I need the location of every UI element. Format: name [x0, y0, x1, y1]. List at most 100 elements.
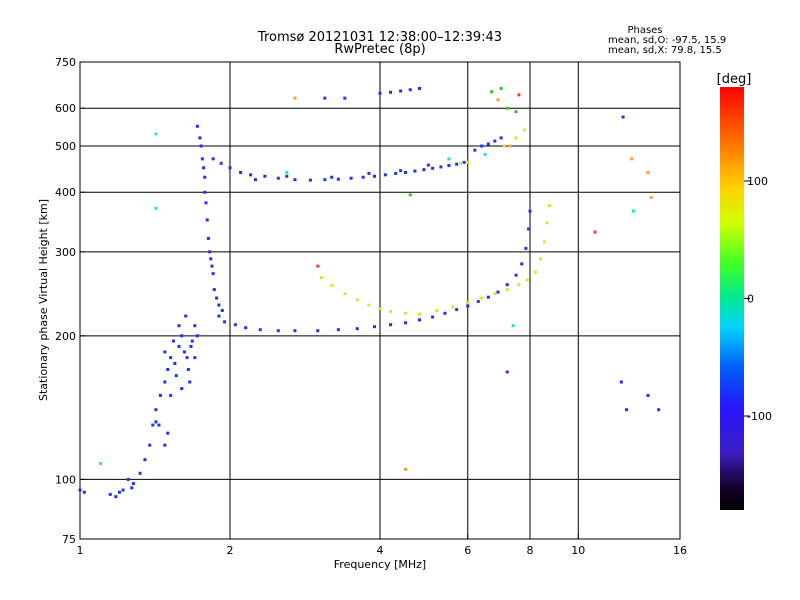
data-point	[524, 246, 528, 250]
data-point	[173, 361, 177, 365]
data-point	[200, 157, 204, 161]
data-point	[593, 230, 597, 234]
data-point	[625, 408, 629, 412]
data-point	[422, 168, 426, 172]
data-point	[330, 175, 334, 179]
data-point	[408, 88, 412, 92]
data-point	[505, 283, 509, 287]
data-point	[219, 161, 223, 165]
data-point	[520, 262, 524, 266]
data-point	[399, 89, 403, 93]
data-point	[367, 171, 371, 175]
data-point	[483, 152, 487, 156]
data-point	[323, 96, 327, 100]
data-point	[426, 163, 430, 167]
data-point	[646, 170, 650, 174]
data-point	[263, 174, 267, 178]
data-point	[177, 324, 181, 328]
data-point	[480, 296, 484, 300]
data-point	[455, 308, 459, 312]
data-point	[319, 276, 323, 280]
data-point	[373, 325, 377, 329]
data-point	[533, 270, 537, 274]
colorbar-tick-label: 100	[747, 175, 768, 188]
y-tick-label: 300	[55, 246, 76, 259]
data-point	[99, 461, 103, 465]
data-point	[154, 408, 158, 412]
data-point	[157, 423, 161, 427]
x-tick-label: 6	[464, 544, 471, 557]
data-point	[417, 86, 421, 90]
data-point	[630, 157, 634, 161]
data-point	[417, 318, 421, 322]
data-point	[163, 350, 167, 354]
data-point	[355, 298, 359, 302]
data-point	[403, 170, 407, 174]
phase-o-stats: mean, sd,O: -97.5, 15.9	[608, 35, 726, 46]
grid-lines	[80, 62, 680, 539]
data-point	[184, 314, 188, 318]
data-point	[154, 420, 158, 424]
data-point	[204, 201, 208, 205]
data-point	[523, 128, 527, 132]
data-point	[126, 477, 130, 481]
data-point	[349, 176, 353, 180]
data-point	[171, 339, 175, 343]
data-point	[166, 431, 170, 435]
data-point	[389, 90, 393, 94]
chart-subtitle: RwPretec (8p)	[334, 42, 425, 57]
y-tick-label: 400	[55, 186, 76, 199]
data-point	[493, 139, 497, 143]
data-point	[203, 190, 207, 194]
data-point	[177, 344, 181, 348]
phase-x-stats: mean, sd,X: 79.8, 15.5	[608, 45, 722, 56]
data-point	[499, 86, 503, 90]
data-point	[447, 157, 451, 161]
data-point	[517, 283, 521, 287]
colorbar-tick-label: 0	[747, 293, 754, 306]
colorbar-label: [deg]	[717, 72, 752, 87]
data-point	[493, 292, 497, 296]
data-point	[285, 170, 289, 174]
data-point	[138, 471, 142, 475]
data-point	[528, 209, 532, 213]
data-point	[473, 148, 477, 152]
data-point	[188, 380, 192, 384]
data-point	[209, 257, 213, 261]
data-point	[514, 110, 518, 114]
data-point	[205, 218, 209, 222]
data-point	[208, 250, 212, 254]
data-point	[539, 257, 543, 261]
data-point	[316, 264, 320, 268]
y-tick-label: 200	[55, 330, 76, 343]
data-point	[195, 334, 199, 338]
data-point	[239, 170, 243, 174]
data-point	[276, 329, 280, 333]
x-axis-label: Frequency [MHz]	[334, 558, 426, 571]
x-tick-label: 1	[77, 544, 84, 557]
data-point	[154, 132, 158, 136]
data-point	[217, 314, 221, 318]
phase-heading: Phases	[627, 25, 662, 36]
data-point	[525, 278, 529, 282]
data-point	[447, 164, 451, 168]
data-point	[511, 324, 515, 328]
data-point	[198, 136, 202, 140]
data-point	[378, 307, 382, 311]
data-point	[367, 303, 371, 307]
data-point	[389, 323, 393, 327]
data-point	[476, 300, 480, 304]
data-point	[378, 91, 382, 95]
data-point	[631, 209, 635, 213]
colorbar-tick-label: -100	[747, 410, 772, 423]
data-point	[431, 315, 435, 319]
data-point	[130, 486, 134, 490]
x-tick-label: 16	[673, 544, 687, 557]
data-point	[186, 367, 190, 371]
data-point	[253, 178, 257, 182]
data-point	[517, 93, 521, 97]
data-point	[228, 166, 232, 170]
data-point	[343, 96, 347, 100]
data-point	[215, 296, 219, 300]
